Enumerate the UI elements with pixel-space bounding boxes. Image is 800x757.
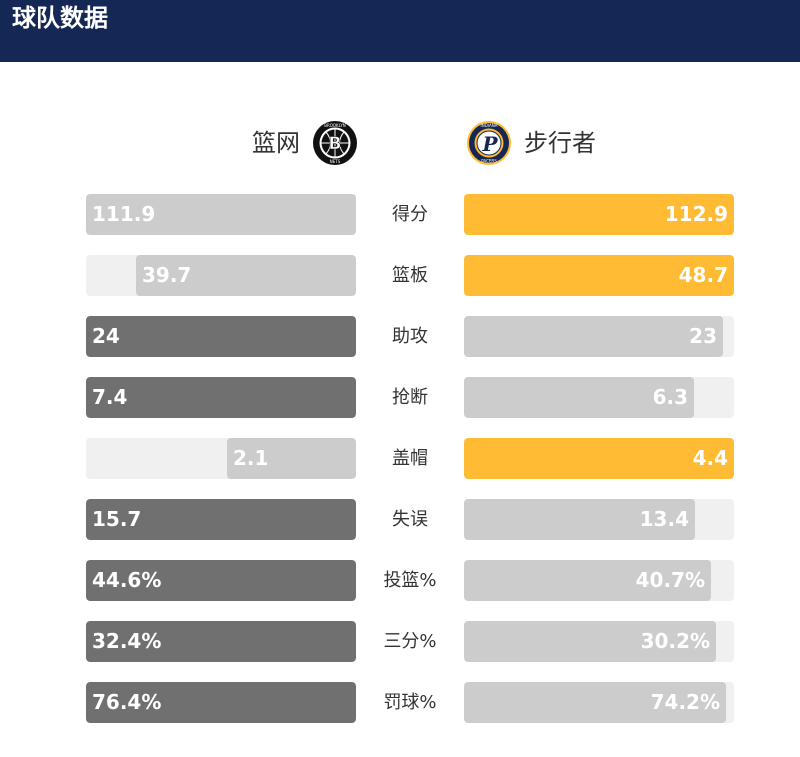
away-stat-fill [464, 255, 734, 296]
stat-label: 得分 [392, 204, 428, 225]
home-stat-fill [86, 682, 356, 723]
home-stat-value: 24 [92, 324, 120, 348]
home-stat-fill [136, 255, 356, 296]
home-stat-fill [86, 377, 356, 418]
home-stat-value: 39.7 [142, 263, 192, 287]
stat-row: 15.7 失误 13.4 [0, 499, 800, 560]
home-stat-value: 44.6% [92, 568, 162, 592]
away-stat-fill [464, 621, 716, 662]
home-stat-fill [86, 194, 356, 235]
stat-row: 7.4 抢断 6.3 [0, 377, 800, 438]
stat-label: 篮板 [392, 265, 428, 286]
stat-label: 盖帽 [392, 448, 428, 469]
stat-label: 投篮% [383, 570, 437, 591]
stat-row: 111.9 得分 112.9 [0, 194, 800, 255]
away-team: P INDIANA PACERS 步行者 [466, 118, 596, 168]
home-stat-value: 7.4 [92, 385, 128, 409]
away-stat-value: 13.4 [639, 507, 689, 531]
away-stat-fill [464, 499, 695, 540]
svg-text:P: P [481, 132, 498, 156]
home-stat-fill [86, 316, 356, 357]
home-stat-bar: 39.7 [86, 255, 356, 296]
home-stat-fill [227, 438, 356, 479]
svg-text:INDIANA: INDIANA [481, 123, 498, 128]
away-stat-bar: 74.2% [464, 682, 734, 723]
home-stat-bar: 111.9 [86, 194, 356, 235]
away-stat-bar: 4.4 [464, 438, 734, 479]
away-stat-fill [464, 682, 726, 723]
away-stat-value: 112.9 [664, 202, 728, 226]
stat-row: 24 助攻 23 [0, 316, 800, 377]
away-stat-value: 4.4 [692, 446, 728, 470]
page-title: 球队数据 [12, 4, 108, 32]
home-stat-bar: 32.4% [86, 621, 356, 662]
away-stat-bar: 13.4 [464, 499, 734, 540]
stat-row: 32.4% 三分% 30.2% [0, 621, 800, 682]
stat-label: 助攻 [392, 326, 428, 347]
away-stat-value: 48.7 [678, 263, 728, 287]
svg-text:BROOKLYN: BROOKLYN [324, 123, 346, 128]
stat-label: 抢断 [392, 387, 428, 408]
away-stat-value: 6.3 [652, 385, 688, 409]
stat-label: 罚球% [383, 692, 437, 713]
pacers-logo-icon: P INDIANA PACERS [467, 121, 511, 165]
home-stat-value: 111.9 [92, 202, 156, 226]
stat-row: 76.4% 罚球% 74.2% [0, 682, 800, 743]
home-stat-bar: 2.1 [86, 438, 356, 479]
header-bar: 球队数据 [0, 0, 800, 62]
home-stat-value: 15.7 [92, 507, 142, 531]
home-stat-bar: 76.4% [86, 682, 356, 723]
away-stat-bar: 6.3 [464, 377, 734, 418]
away-stat-fill [464, 316, 723, 357]
away-stat-bar: 112.9 [464, 194, 734, 235]
stat-row: 2.1 盖帽 4.4 [0, 438, 800, 499]
away-stat-bar: 23 [464, 316, 734, 357]
home-stat-fill [86, 560, 356, 601]
stat-label: 三分% [383, 631, 437, 652]
away-stat-fill [464, 560, 711, 601]
away-team-name: 步行者 [524, 129, 596, 157]
stat-label: 失误 [392, 509, 428, 530]
home-stat-bar: 24 [86, 316, 356, 357]
home-stat-value: 76.4% [92, 690, 162, 714]
home-stat-fill [86, 499, 356, 540]
home-stat-value: 2.1 [233, 446, 269, 470]
svg-text:NETS: NETS [330, 159, 341, 164]
away-stat-value: 30.2% [640, 629, 710, 653]
home-stat-fill [86, 621, 356, 662]
svg-text:PACERS: PACERS [481, 159, 497, 164]
away-stat-value: 23 [689, 324, 717, 348]
away-stat-bar: 30.2% [464, 621, 734, 662]
stat-row: 39.7 篮板 48.7 [0, 255, 800, 316]
away-stat-fill [464, 194, 734, 235]
away-stat-fill [464, 377, 694, 418]
away-stat-bar: 40.7% [464, 560, 734, 601]
away-stat-bar: 48.7 [464, 255, 734, 296]
home-stat-value: 32.4% [92, 629, 162, 653]
home-stat-bar: 7.4 [86, 377, 356, 418]
away-stat-value: 74.2% [650, 690, 720, 714]
svg-text:B: B [329, 134, 342, 154]
stats-table: 111.9 得分 112.9 39.7 篮板 48.7 24 助攻 23 7.4 抢断 6.3 2.1 盖… [0, 194, 800, 743]
nets-logo-icon: B BROOKLYN NETS [313, 121, 357, 165]
stat-row: 44.6% 投篮% 40.7% [0, 560, 800, 621]
home-team-name: 篮网 [252, 129, 300, 157]
home-team: 篮网 B BROOKLYN NETS [252, 118, 358, 168]
home-stat-bar: 15.7 [86, 499, 356, 540]
home-stat-bar: 44.6% [86, 560, 356, 601]
away-stat-value: 40.7% [635, 568, 705, 592]
away-stat-fill [464, 438, 734, 479]
